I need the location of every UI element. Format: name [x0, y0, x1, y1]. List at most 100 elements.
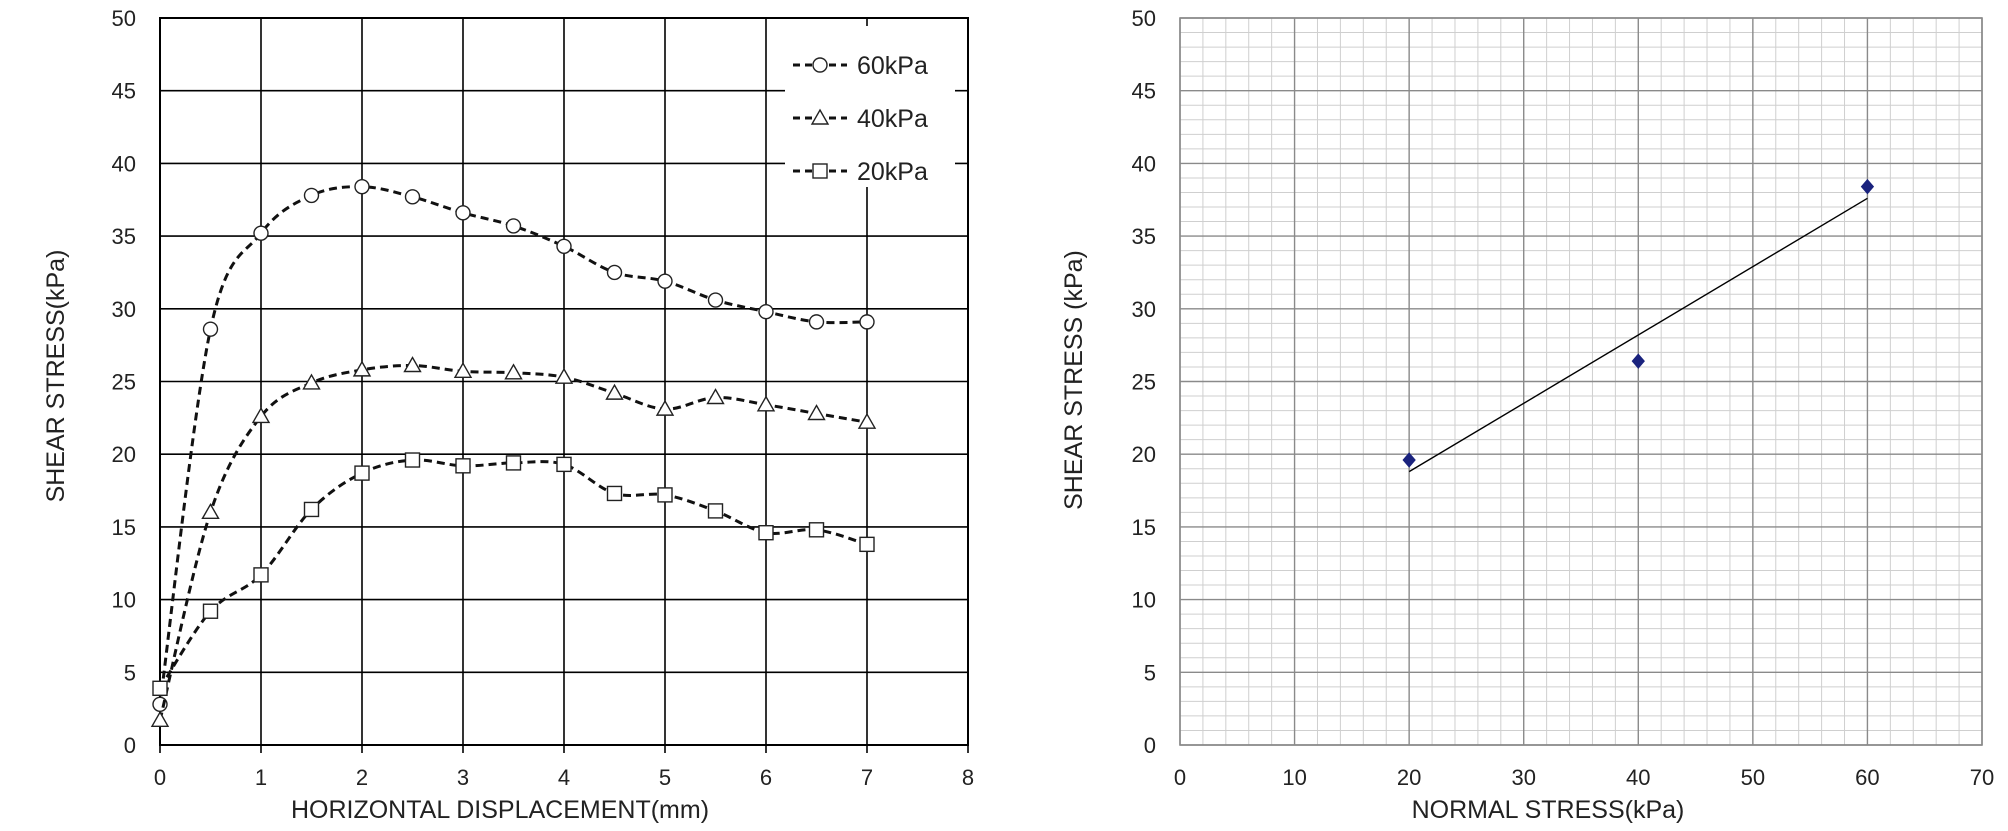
data-point-40kPa — [655, 399, 675, 416]
x-tick-label: 10 — [1282, 765, 1306, 790]
data-point-40kPa — [302, 373, 321, 390]
y-tick-label: 15 — [112, 515, 136, 540]
data-point-40kPa — [706, 388, 725, 405]
y-tick-label: 0 — [1144, 733, 1156, 758]
y-tick-label: 45 — [112, 79, 136, 104]
data-point-20kPa — [404, 452, 421, 468]
y-tick-label: 25 — [1132, 370, 1156, 395]
y-tick-label: 25 — [112, 370, 136, 395]
y-tick-label: 50 — [1132, 6, 1156, 31]
data-point-60kPa — [758, 304, 774, 320]
data-point-40kPa — [403, 356, 422, 373]
failure-envelope-chart-ticks: 0 5 10 15 20 25 30 35 40 45 50 0 10 20 30 40 50 60 70 — [1132, 6, 1995, 790]
y-tick-label: 5 — [1144, 660, 1156, 685]
failure-envelope-chart-grid — [1179, 17, 1983, 746]
displacement-chart-ylabel: SHEAR STRESS(kPa) — [42, 250, 70, 503]
data-point-60kPa — [404, 189, 421, 205]
x-tick-label: 50 — [1741, 765, 1765, 790]
y-tick-label: 20 — [112, 442, 136, 467]
legend-box — [785, 26, 955, 187]
data-point-60kPa — [859, 314, 875, 330]
failure-envelope-chart: 0 5 10 15 20 25 30 35 40 45 50 0 10 20 30 40 50 60 70 NORM… — [1060, 6, 1994, 824]
data-point-20kPa — [707, 503, 724, 519]
data-point-20kPa — [758, 525, 774, 541]
displacement-chart-xlabel: HORIZONTAL DISPLACEMENT(mm) — [291, 796, 709, 824]
series-20kPa — [152, 452, 875, 696]
legend-label: 40kPa — [857, 105, 928, 133]
x-tick-label: 2 — [356, 765, 368, 790]
data-point-20kPa — [859, 536, 875, 553]
series-60kPa — [152, 178, 875, 712]
data-point-20kPa — [556, 456, 572, 473]
data-point — [1631, 353, 1645, 369]
data-point-20kPa — [808, 522, 825, 538]
displacement-chart-grid — [159, 17, 969, 753]
legend-label: 60kPa — [857, 52, 928, 80]
failure-envelope-chart-series — [1402, 178, 1875, 473]
x-tick-label: 6 — [760, 765, 772, 790]
x-tick-label: 4 — [558, 765, 570, 790]
data-point-60kPa — [253, 225, 269, 241]
y-tick-label: 35 — [1132, 224, 1156, 249]
data-point-60kPa — [707, 292, 724, 308]
x-tick-label: 20 — [1397, 765, 1421, 790]
x-tick-label: 1 — [255, 765, 267, 790]
data-point-60kPa — [303, 187, 320, 204]
data-point-20kPa — [606, 485, 623, 502]
data-point-60kPa — [354, 178, 370, 195]
x-tick-label: 5 — [659, 765, 671, 790]
data-point-20kPa — [253, 567, 269, 583]
data-point-40kPa — [756, 395, 776, 412]
data-point — [1402, 452, 1416, 468]
legend-marker — [810, 108, 830, 125]
legend-item-60kPa: 60kPa — [793, 52, 928, 80]
data-point-40kPa — [352, 360, 372, 377]
plot-frame — [1179, 17, 1983, 746]
failure-envelope-chart-xlabel: NORMAL STRESS(kPa) — [1412, 796, 1685, 824]
data-point-40kPa — [201, 502, 220, 520]
data-point-40kPa — [807, 404, 826, 421]
y-tick-label: 50 — [112, 6, 136, 31]
data-point-60kPa — [808, 314, 825, 330]
data-point-60kPa — [455, 205, 471, 221]
legend-item-20kPa: 20kPa — [793, 158, 928, 186]
data-point-20kPa — [657, 487, 673, 503]
data-point-20kPa — [455, 458, 471, 474]
x-tick-label: 8 — [962, 765, 974, 790]
trendline — [1408, 197, 1868, 473]
y-tick-label: 40 — [1132, 151, 1156, 176]
data-point-60kPa — [202, 321, 219, 337]
x-tick-label: 40 — [1626, 765, 1650, 790]
y-tick-label: 35 — [112, 224, 136, 249]
data-point-40kPa — [554, 367, 574, 384]
x-tick-label: 60 — [1855, 765, 1879, 790]
data-point-40kPa — [150, 710, 170, 727]
data-point-40kPa — [504, 363, 523, 380]
displacement-chart-series — [150, 178, 877, 727]
series-line-40kPa — [158, 364, 868, 721]
failure-envelope-chart-ylabel: SHEAR STRESS (kPa) — [1060, 250, 1088, 510]
data-point-20kPa — [505, 455, 522, 471]
data-point-40kPa — [605, 383, 624, 400]
x-tick-label: 3 — [457, 765, 469, 790]
data-point-60kPa — [505, 218, 522, 234]
data-point-40kPa — [453, 361, 473, 379]
plot-frame — [159, 17, 969, 746]
legend-marker — [812, 57, 828, 73]
x-tick-label: 0 — [1174, 765, 1186, 790]
legend-marker — [812, 163, 828, 179]
data-point-20kPa — [303, 501, 320, 518]
y-tick-label: 15 — [1132, 515, 1156, 540]
series-40kPa — [150, 356, 877, 727]
legend-label: 20kPa — [857, 158, 928, 186]
series-line-60kPa — [158, 185, 868, 705]
x-tick-label: 70 — [1970, 765, 1994, 790]
x-tick-label: 7 — [861, 765, 873, 790]
data-point-60kPa — [657, 273, 673, 289]
y-tick-label: 10 — [112, 588, 136, 613]
y-tick-label: 45 — [1132, 79, 1156, 104]
data-point-20kPa — [202, 603, 219, 619]
